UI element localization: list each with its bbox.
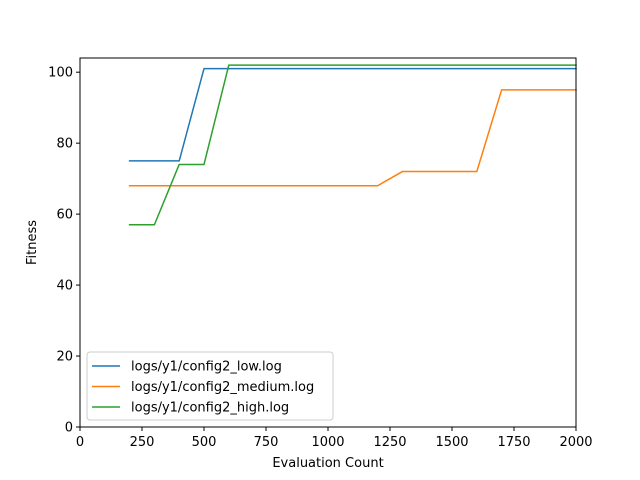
series-line-1 (128, 89, 577, 187)
x-tick-label: 250 (130, 435, 155, 450)
x-tick-label: 0 (76, 435, 84, 450)
x-tick-label: 1000 (311, 435, 344, 450)
x-tick-label: 2000 (559, 435, 592, 450)
y-axis-ticks: 0 20 40 60 80 100 (48, 66, 80, 436)
y-tick-label: 60 (56, 208, 73, 223)
x-tick-label: 750 (254, 435, 279, 450)
y-tick-label: 80 (56, 137, 73, 152)
legend: logs/y1/config2_low.log logs/y1/config2_m… (86, 351, 334, 421)
x-axis-ticks: 0 250 500 750 1000 1250 1500 1750 2000 (76, 427, 593, 450)
x-axis-label: Evaluation Count (272, 456, 383, 471)
legend-label-2: logs/y1/config2_high.log (131, 401, 289, 416)
y-tick-label: 100 (48, 66, 73, 81)
x-tick-label: 1500 (435, 435, 468, 450)
x-tick-label: 1750 (497, 435, 530, 450)
y-tick-label: 20 (56, 350, 73, 365)
series-line-0 (128, 67, 577, 162)
legend-items: logs/y1/config2_low.log logs/y1/config2_m… (92, 360, 314, 416)
legend-label-0: logs/y1/config2_low.log (131, 360, 282, 375)
legend-box (86, 351, 334, 421)
x-tick-label: 1250 (373, 435, 406, 450)
series-layer (128, 64, 577, 226)
y-axis-label: Fitness (25, 220, 40, 265)
y-tick-label: 0 (65, 421, 73, 436)
x-tick-label: 500 (192, 435, 217, 450)
series-line-2 (128, 64, 577, 226)
y-tick-label: 40 (56, 279, 73, 294)
legend-label-1: logs/y1/config2_medium.log (131, 380, 314, 395)
